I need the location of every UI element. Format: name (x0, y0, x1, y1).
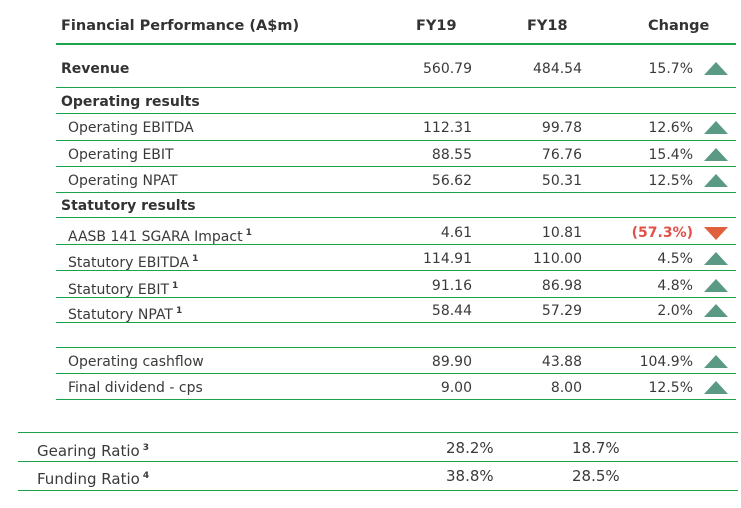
table-title: Financial Performance (A$m) (61, 18, 300, 34)
up-arrow-icon (704, 174, 728, 187)
row-change: 2.0% (657, 303, 693, 319)
row-fy18: 99.78 (541, 120, 582, 136)
row-fy19: 4.61 (440, 225, 472, 241)
row-divider (56, 244, 736, 245)
row-divider (56, 166, 736, 167)
row-label: Operating NPAT (68, 173, 178, 189)
row-fy19: 58.44 (431, 303, 472, 319)
column-header-fy18: FY18 (527, 18, 568, 34)
row-change: 12.6% (648, 120, 693, 136)
up-arrow-icon (704, 252, 728, 265)
row-change: 4.8% (657, 278, 693, 294)
up-arrow-icon (704, 121, 728, 134)
footnote-marker: 1 (245, 228, 252, 238)
revenue-change: 15.7% (648, 61, 693, 77)
row-fy18: 86.98 (541, 278, 582, 294)
up-arrow-icon (704, 381, 728, 394)
row-divider (56, 113, 736, 114)
row-divider (56, 399, 736, 400)
row-label: Gearing Ratio 3 (37, 442, 149, 460)
row-change: 12.5% (648, 173, 693, 189)
up-arrow-icon (704, 304, 728, 317)
row-label: Operating EBITDA (68, 120, 194, 136)
row-fy18: 43.88 (541, 354, 582, 370)
row-divider (56, 87, 736, 88)
row-fy18: 76.76 (541, 147, 582, 163)
footnote-marker: 4 (142, 471, 150, 481)
row-label: Statutory EBIT 1 (68, 281, 179, 298)
row-fy19: 112.31 (423, 120, 472, 136)
row-change: (57.3%) (631, 225, 693, 241)
ratios-top-rule (18, 432, 738, 433)
header-rule (56, 43, 736, 45)
column-header-change: Change (648, 18, 710, 34)
row-fy19: 28.2% (446, 439, 494, 457)
row-fy19: 56.62 (431, 173, 472, 189)
revenue-fy19: 560.79 (423, 61, 472, 77)
up-arrow-icon (704, 62, 728, 75)
footnote-marker: 1 (192, 254, 199, 264)
row-fy18: 10.81 (541, 225, 582, 241)
row-fy19: 89.90 (431, 354, 472, 370)
row-divider (56, 297, 736, 298)
row-label: Operating EBIT (68, 147, 174, 163)
revenue-fy18: 484.54 (533, 61, 582, 77)
row-divider (56, 373, 736, 374)
row-fy19: 38.8% (446, 467, 494, 485)
row-fy18: 50.31 (541, 173, 582, 189)
up-arrow-icon (704, 279, 728, 292)
row-label: Final dividend - cps (68, 380, 203, 396)
row-divider (18, 461, 738, 462)
row-change: 104.9% (639, 354, 693, 370)
row-divider (56, 192, 736, 193)
row-change: 15.4% (648, 147, 693, 163)
row-label: AASB 141 SGARA Impact 1 (68, 228, 252, 245)
ratios-bottom-rule (18, 490, 738, 491)
row-fy18: 8.00 (550, 380, 582, 396)
up-arrow-icon (704, 148, 728, 161)
up-arrow-icon (704, 355, 728, 368)
row-divider (56, 270, 736, 271)
row-change: 12.5% (648, 380, 693, 396)
row-fy19: 9.00 (440, 380, 472, 396)
footnote-marker: 3 (142, 443, 149, 453)
row-fy18: 18.7% (572, 439, 620, 457)
row-divider (56, 140, 736, 141)
row-fy18: 28.5% (572, 467, 620, 485)
footnote-marker: 1 (172, 281, 179, 291)
down-arrow-icon (704, 227, 728, 240)
column-header-fy19: FY19 (416, 18, 457, 34)
row-divider (56, 347, 736, 348)
section-heading-operating: Operating results (61, 94, 200, 110)
row-label: Funding Ratio 4 (37, 470, 150, 488)
revenue-label: Revenue (61, 61, 130, 77)
row-fy19: 114.91 (423, 251, 472, 267)
row-label: Statutory EBITDA 1 (68, 254, 199, 271)
row-divider (56, 217, 736, 218)
footnote-marker: 1 (175, 306, 183, 316)
row-divider (56, 322, 736, 323)
row-fy19: 91.16 (431, 278, 472, 294)
row-label: Statutory NPAT 1 (68, 306, 183, 323)
section-heading-statutory: Statutory results (61, 198, 196, 214)
row-fy18: 110.00 (533, 251, 582, 267)
row-fy18: 57.29 (541, 303, 582, 319)
row-fy19: 88.55 (431, 147, 472, 163)
row-change: 4.5% (657, 251, 693, 267)
row-label: Operating cashflow (68, 354, 204, 370)
